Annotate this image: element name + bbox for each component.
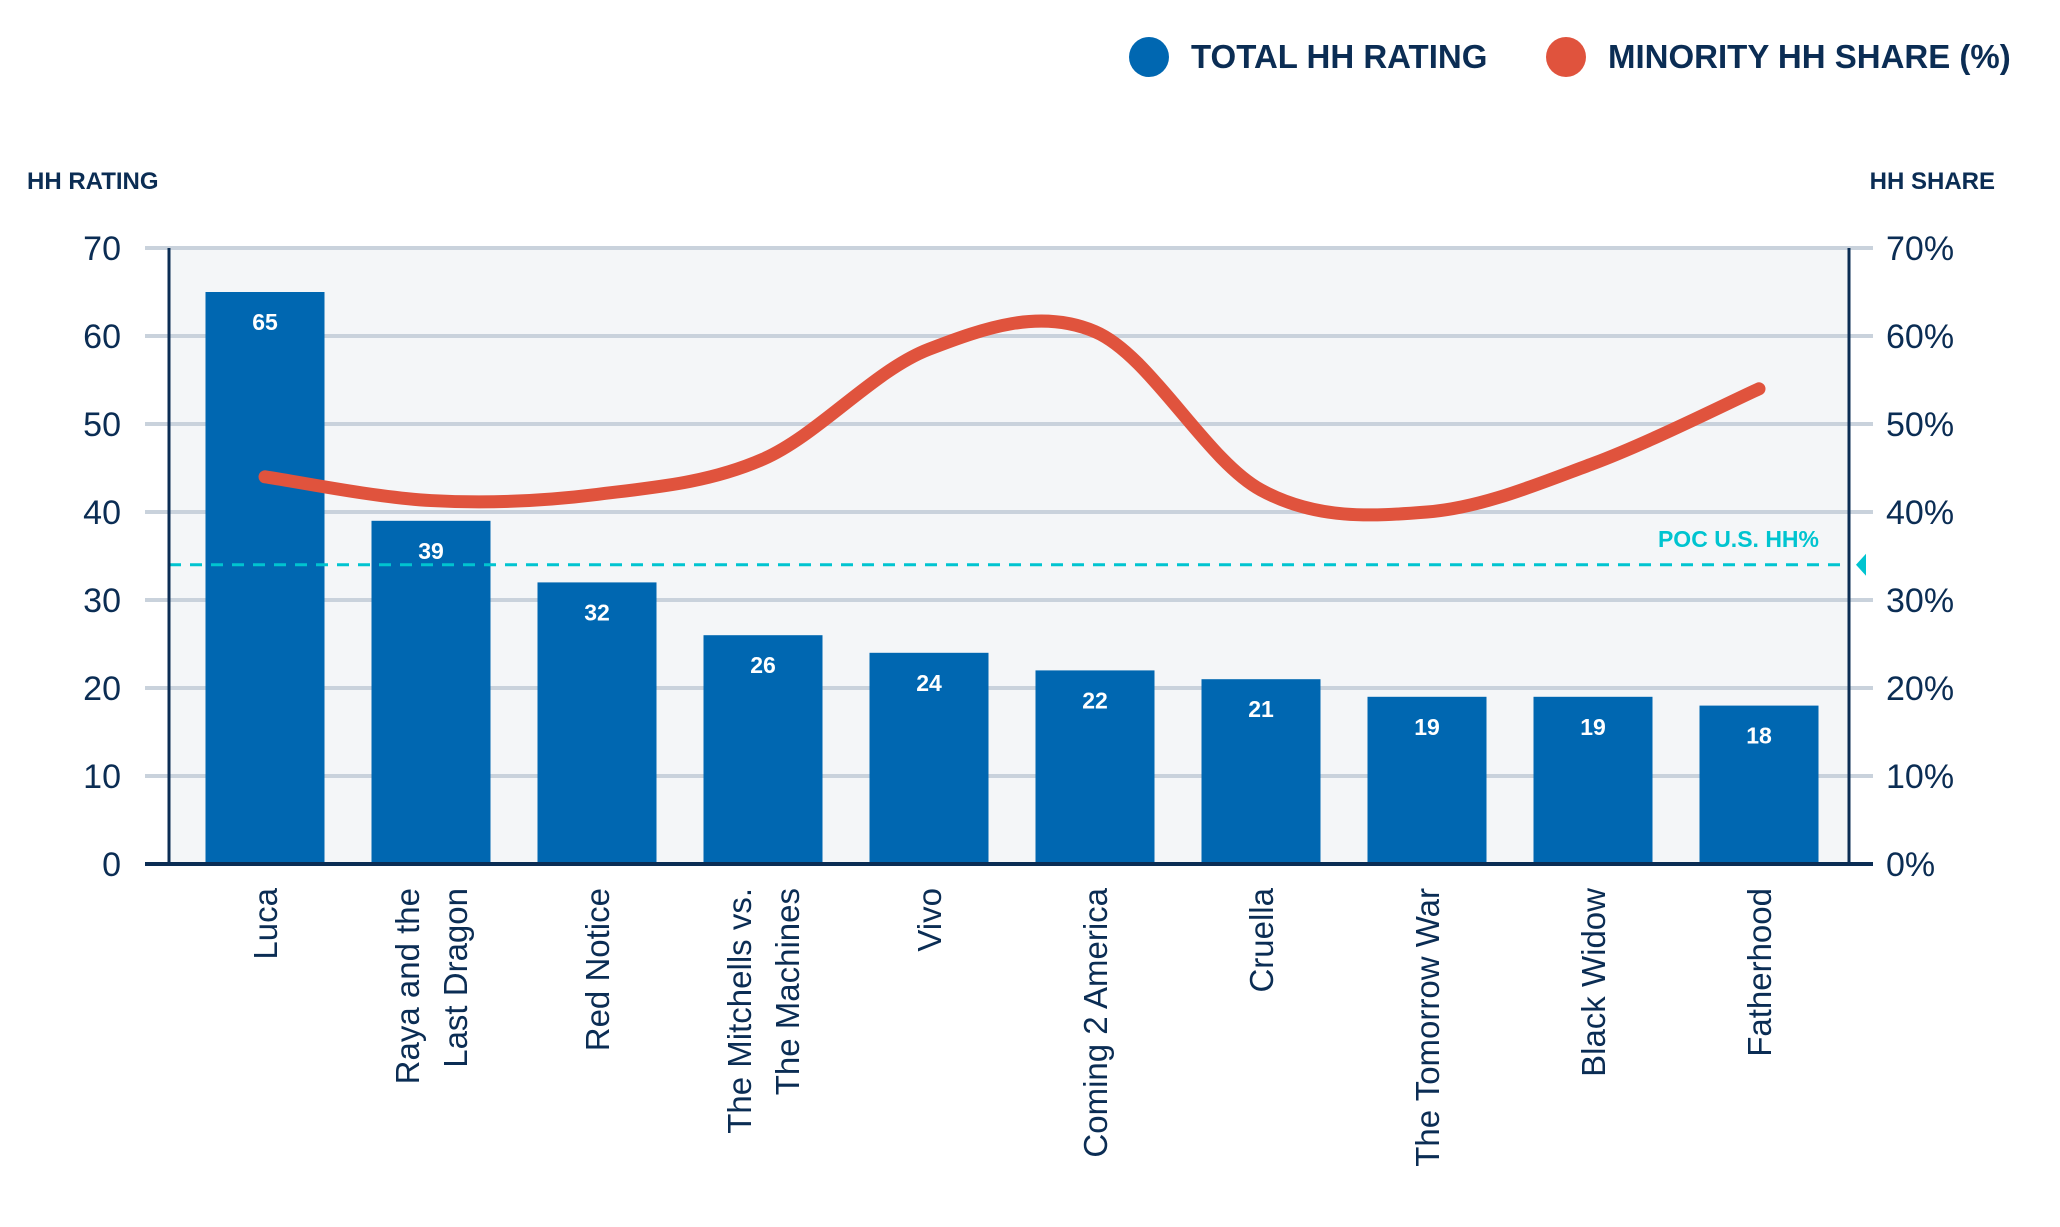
bar (703, 635, 823, 864)
bar (1699, 705, 1819, 864)
bar (371, 520, 491, 864)
category-label: Black Widow (1575, 888, 1612, 1077)
bars: 65 39 32 26 24 22 21 19 19 18 (205, 292, 1819, 864)
category-label: Raya and the (389, 888, 426, 1084)
bar-value-label: 22 (1082, 687, 1108, 713)
bar (869, 652, 989, 864)
right-tick-label: 50% (1886, 406, 1954, 444)
right-tick-label: 0% (1886, 846, 1935, 884)
right-tick-label: 30% (1886, 582, 1954, 620)
left-tick-label: 30 (83, 582, 121, 620)
bar (1035, 670, 1155, 864)
right-axis-title: HH SHARE (1870, 168, 1995, 195)
share-line (258, 314, 1766, 522)
bar-value-label: 18 (1746, 723, 1772, 749)
share-line-group (258, 314, 1766, 522)
left-tick-label: 70 (83, 230, 121, 268)
category-label: The Tomorrow War (1409, 888, 1446, 1167)
legend-label-rating: TOTAL HH RATING (1191, 38, 1487, 75)
category-label: Coming 2 America (1077, 887, 1114, 1157)
bar-value-label: 32 (584, 599, 610, 625)
bar (1201, 679, 1321, 864)
right-tick-label: 70% (1886, 230, 1954, 268)
bar-value-label: 19 (1414, 714, 1440, 740)
bar (205, 292, 325, 864)
left-tick-label: 20 (83, 670, 121, 708)
category-labels: Luca Raya and the Last Dragon Red Notice The… (247, 887, 1778, 1166)
bar-value-label: 65 (252, 309, 278, 335)
axes (145, 248, 1873, 866)
reference-arrow-icon (1856, 553, 1866, 576)
tick-labels: 0 0% 10 10% 20 20% 30 30% 40 40% 50 50% 60 60% 70 70% (83, 230, 1954, 884)
bar (1533, 696, 1653, 864)
bar (1367, 696, 1487, 864)
reference-line-group: POC U.S. HH% (169, 526, 1866, 576)
category-label: Cruella (1243, 887, 1280, 992)
category-label: Vivo (911, 888, 948, 952)
legend-label-share: MINORITY HH SHARE (%) (1608, 38, 2011, 75)
bar (537, 582, 657, 864)
bar-value-label: 19 (1580, 714, 1606, 740)
right-tick-label: 60% (1886, 318, 1954, 356)
category-label: Luca (247, 887, 284, 959)
category-label: Last Dragon (437, 888, 474, 1068)
bar-value-label: 39 (418, 538, 444, 564)
legend: TOTAL HH RATING MINORITY HH SHARE (%) (1129, 37, 2011, 77)
bar-value-label: 24 (916, 670, 942, 696)
right-tick-label: 20% (1886, 670, 1954, 708)
right-tick-label: 40% (1886, 494, 1954, 532)
reference-line-label: POC U.S. HH% (1658, 526, 1819, 552)
category-label: Fatherhood (1741, 888, 1778, 1057)
left-tick-label: 0 (102, 846, 121, 884)
left-axis-title: HH RATING (27, 168, 159, 195)
left-tick-label: 60 (83, 318, 121, 356)
legend-marker-share (1546, 37, 1586, 77)
legend-marker-rating (1129, 37, 1169, 77)
category-label: Red Notice (579, 888, 616, 1051)
category-label: The Mitchells vs. (721, 888, 758, 1134)
left-tick-label: 50 (83, 406, 121, 444)
left-tick-label: 40 (83, 494, 121, 532)
bar-value-label: 26 (750, 652, 776, 678)
right-tick-label: 10% (1886, 758, 1954, 796)
left-tick-label: 10 (83, 758, 121, 796)
bar-value-label: 21 (1248, 696, 1274, 722)
category-label: The Machines (769, 888, 806, 1095)
